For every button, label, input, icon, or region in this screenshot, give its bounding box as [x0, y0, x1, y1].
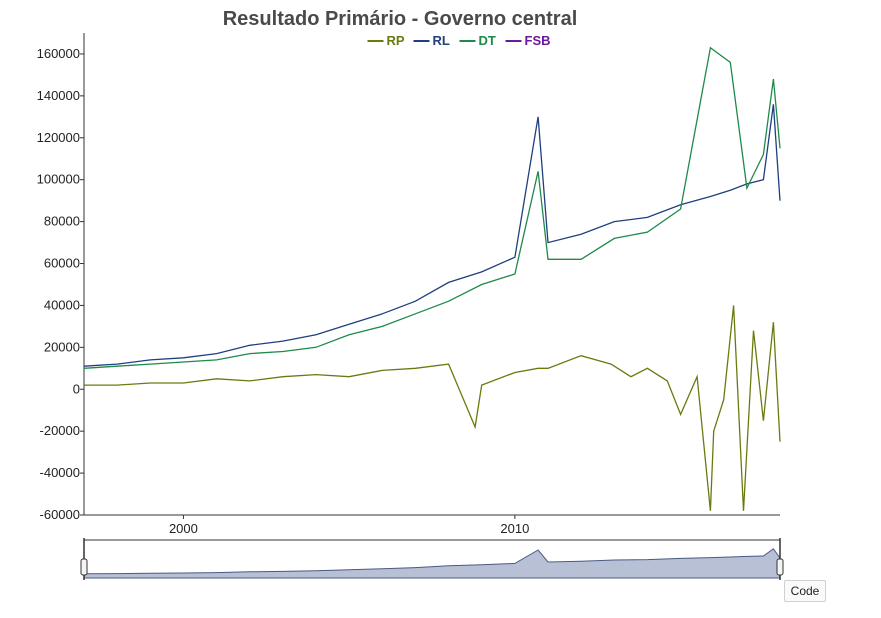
- chart-title: Resultado Primário - Governo central: [223, 8, 578, 30]
- legend: RP RL DT FSB: [367, 33, 551, 48]
- legend-item-rp[interactable]: RP: [387, 33, 405, 48]
- y-tick-label: -60000: [40, 507, 80, 522]
- y-tick-label: 160000: [37, 46, 80, 61]
- series-line-rp: [84, 305, 781, 511]
- y-tick-label: 140000: [37, 88, 80, 103]
- y-axis: -60000 -40000 -20000 0 20000 40000 60000 80000 1…: [37, 33, 85, 522]
- y-tick-label: 40000: [44, 297, 80, 312]
- y-tick-label: 0: [73, 381, 80, 396]
- navigator-area: [83, 548, 781, 579]
- navigator-right-handle[interactable]: [776, 558, 784, 576]
- y-tick-label: 20000: [44, 339, 80, 354]
- y-tick-label: 60000: [44, 256, 80, 271]
- x-tick-label: 2010: [500, 521, 529, 536]
- y-tick-label: 80000: [44, 214, 80, 229]
- legend-item-dt[interactable]: DT: [479, 33, 496, 48]
- series-lines: [83, 46, 781, 511]
- y-tick-label: 100000: [37, 172, 80, 187]
- y-tick-label: 120000: [37, 130, 80, 145]
- x-tick-label: 2000: [169, 521, 198, 536]
- legend-item-fsb[interactable]: FSB: [525, 33, 551, 48]
- plot-area: -60000 -40000 -20000 0 20000 40000 60000 80000 1…: [37, 33, 781, 536]
- legend-item-rl[interactable]: RL: [433, 33, 450, 48]
- x-axis: 2000 2010: [84, 514, 780, 536]
- code-button[interactable]: Code: [784, 580, 826, 602]
- range-navigator[interactable]: [80, 538, 784, 580]
- navigator-left-handle[interactable]: [80, 558, 88, 576]
- y-tick-label: -20000: [40, 423, 80, 438]
- y-tick-label: -40000: [40, 465, 80, 480]
- series-line-dt: [83, 46, 781, 369]
- series-line-rl: [83, 104, 781, 367]
